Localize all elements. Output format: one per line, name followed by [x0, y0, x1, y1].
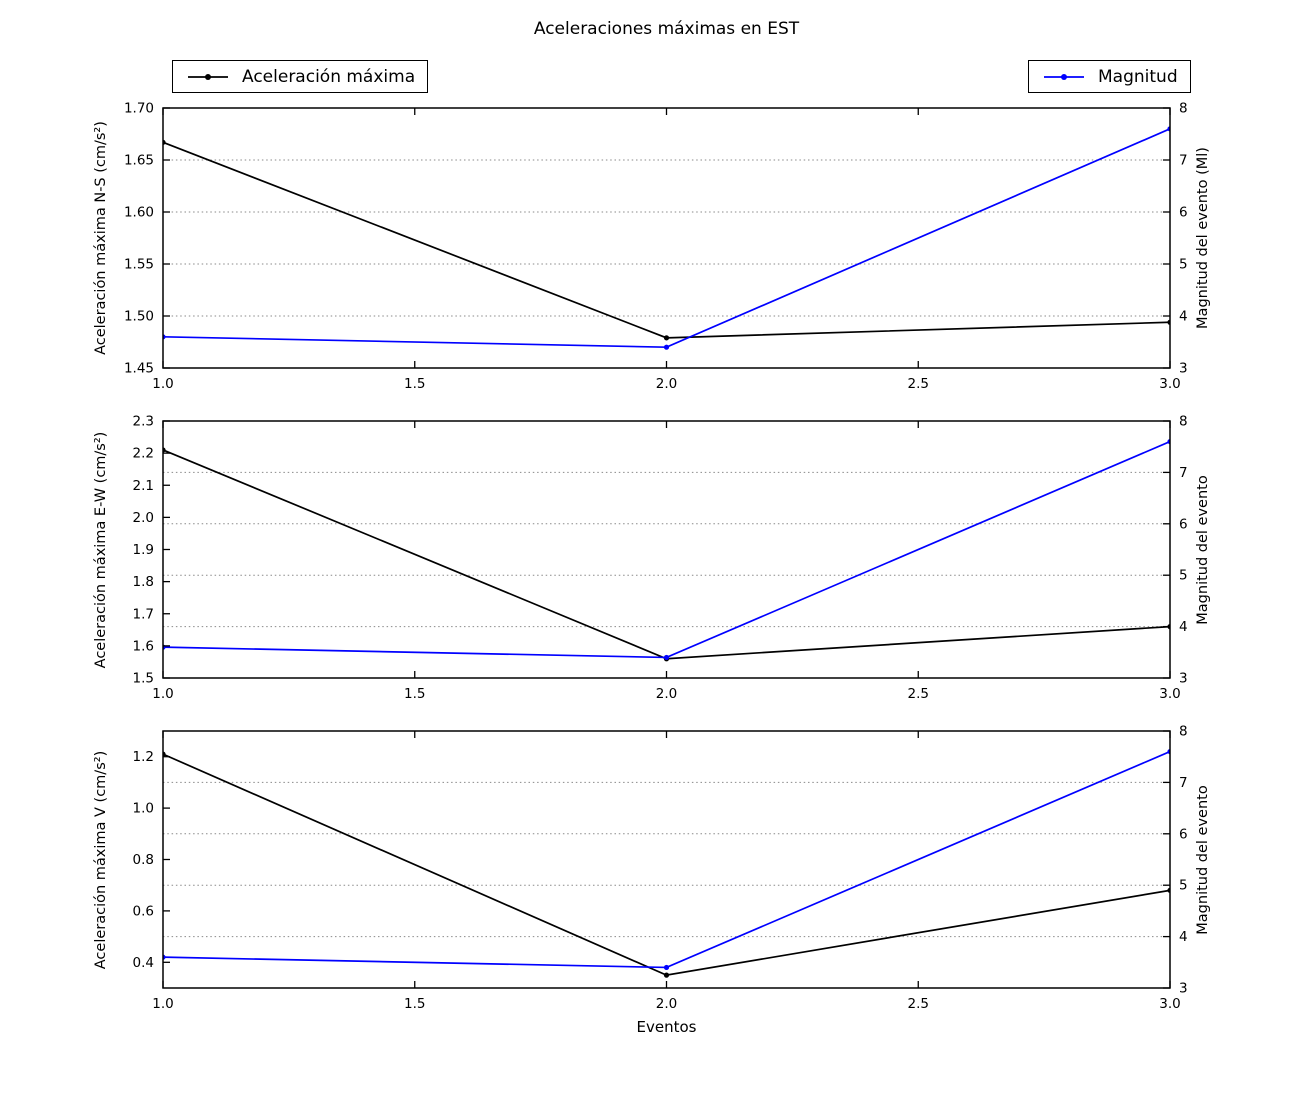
- y-tick-label-right: 8: [1179, 724, 1188, 740]
- data-point-acceleration: [663, 335, 670, 341]
- ylabel-left-ns: Aceleración máxima N-S (cm/s²): [93, 121, 109, 355]
- y-tick-label-left: 1.50: [124, 309, 154, 325]
- axes-frame: [162, 420, 1171, 679]
- y-tick-label-right: 5: [1179, 568, 1188, 584]
- x-tick-label: 3.0: [1159, 376, 1180, 392]
- ylabel-right-magnitude: Magnitud del evento: [1195, 785, 1211, 935]
- data-point-magnitude: [663, 344, 670, 350]
- line-dot-marker-icon: [1044, 73, 1084, 80]
- y-tick-label-left: 1.60: [124, 205, 154, 221]
- y-tick-label-right: 4: [1179, 619, 1188, 635]
- x-tick-label: 2.0: [656, 996, 677, 1012]
- y-tick-label-right: 3: [1179, 671, 1188, 687]
- axes-frame: [162, 107, 1171, 369]
- series-line-magnitude: [163, 128, 1170, 349]
- y-tick-label-left: 2.3: [133, 414, 154, 430]
- subplot-1: 1.0 1.5 2.0 2.5 3.0 1.45 1.50 1.55 1.60 1.65 1.70 3…: [124, 101, 1188, 393]
- legend-acceleration: Aceleración máxima: [172, 60, 429, 93]
- series-group: [163, 438, 1170, 662]
- y-tick-label-right: 3: [1179, 361, 1188, 377]
- xlabel: Eventos: [636, 1018, 697, 1036]
- ylabel-right-magnitude-ml: Magnitud del evento (Ml): [1195, 147, 1211, 329]
- y-tick-label-right: 6: [1179, 826, 1188, 842]
- y-tick-label-left: 1.2: [133, 749, 154, 765]
- legend-magnitude: Magnitud: [1028, 60, 1191, 93]
- series-line-magnitude: [163, 440, 1170, 659]
- x-tick-label: 1.5: [404, 686, 425, 702]
- y-tick-label-left: 2.1: [133, 478, 154, 494]
- y-tick-label-left: 1.70: [124, 101, 154, 117]
- y-tick-label-left: 1.8: [133, 574, 154, 590]
- y-tick-label-right: 6: [1179, 205, 1188, 221]
- subplot-3: 1.0 1.5 2.0 2.5 3.0 0.4 0.6 0.8 1.0 1.2 3 4 5 6 7 8: [133, 724, 1188, 1013]
- y-tick-label-right: 4: [1179, 309, 1188, 325]
- x-tick-label: 3.0: [1159, 996, 1180, 1012]
- y-tick-label-left: 0.6: [133, 903, 154, 919]
- series-group: [163, 748, 1170, 978]
- y-tick-label-right: 5: [1179, 257, 1188, 273]
- x-tick-label: 2.0: [656, 686, 677, 702]
- series-line-magnitude: [163, 750, 1170, 969]
- x-tick-label: 2.5: [908, 996, 929, 1012]
- legend-label-acceleration: Aceleración máxima: [242, 66, 416, 87]
- y-tick-label-left: 1.5: [133, 671, 154, 687]
- y-tick-label-left: 1.9: [133, 542, 154, 558]
- subplot-2: 1.0 1.5 2.0 2.5 3.01.51.61.71.81.92.02.12.22…: [133, 414, 1188, 703]
- y-tick-label-right: 4: [1179, 929, 1188, 945]
- y-tick-label-right: 8: [1179, 101, 1188, 117]
- y-tick-label-left: 2.0: [133, 510, 154, 526]
- y-tick-label-left: 1.0: [133, 801, 154, 817]
- ylabel-right-magnitude: Magnitud del evento: [1195, 475, 1211, 625]
- y-tick-label-left: 1.45: [124, 361, 154, 377]
- y-tick-label-right: 3: [1179, 981, 1188, 997]
- y-tick-label-right: 7: [1179, 775, 1188, 791]
- chart-title: Aceleraciones máximas en EST: [533, 19, 800, 39]
- y-tick-label-left: 0.4: [133, 955, 154, 971]
- series-line-acceleration: [163, 449, 1170, 660]
- y-tick-label-right: 8: [1179, 414, 1188, 430]
- x-tick-label: 2.5: [908, 376, 929, 392]
- y-tick-label-right: 5: [1179, 878, 1188, 894]
- y-tick-label-right: 6: [1179, 516, 1188, 532]
- x-tick-label: 1.5: [404, 376, 425, 392]
- x-tick-label: 2.0: [656, 376, 677, 392]
- y-tick-label-right: 7: [1179, 465, 1188, 481]
- y-tick-label-left: 1.55: [124, 257, 154, 273]
- x-tick-label: 3.0: [1159, 686, 1180, 702]
- y-tick-label-left: 1.7: [133, 606, 154, 622]
- ylabel-left-v: Aceleración máxima V (cm/s²): [93, 750, 109, 970]
- x-tick-label: 1.0: [152, 686, 173, 702]
- ylabel-left-ew: Aceleración máxima E-W (cm/s²): [93, 431, 109, 669]
- line-dot-marker-icon: [188, 73, 228, 80]
- y-tick-label-left: 1.65: [124, 153, 154, 169]
- axes-frame: [162, 730, 1171, 989]
- x-tick-label: 2.5: [908, 686, 929, 702]
- x-tick-label: 1.0: [152, 376, 173, 392]
- y-tick-label-left: 2.2: [133, 446, 154, 462]
- data-point-acceleration: [663, 972, 670, 978]
- y-tick-label-left: 1.6: [133, 638, 154, 654]
- series-line-acceleration: [163, 753, 1170, 977]
- legend-label-magnitude: Magnitud: [1098, 66, 1178, 87]
- series-line-acceleration: [163, 141, 1170, 339]
- x-tick-label: 1.0: [152, 996, 173, 1012]
- x-tick-label: 1.5: [404, 996, 425, 1012]
- data-point-magnitude: [663, 964, 670, 971]
- data-point-magnitude: [663, 654, 670, 661]
- y-tick-label-right: 7: [1179, 153, 1188, 169]
- y-tick-label-left: 0.8: [133, 852, 154, 868]
